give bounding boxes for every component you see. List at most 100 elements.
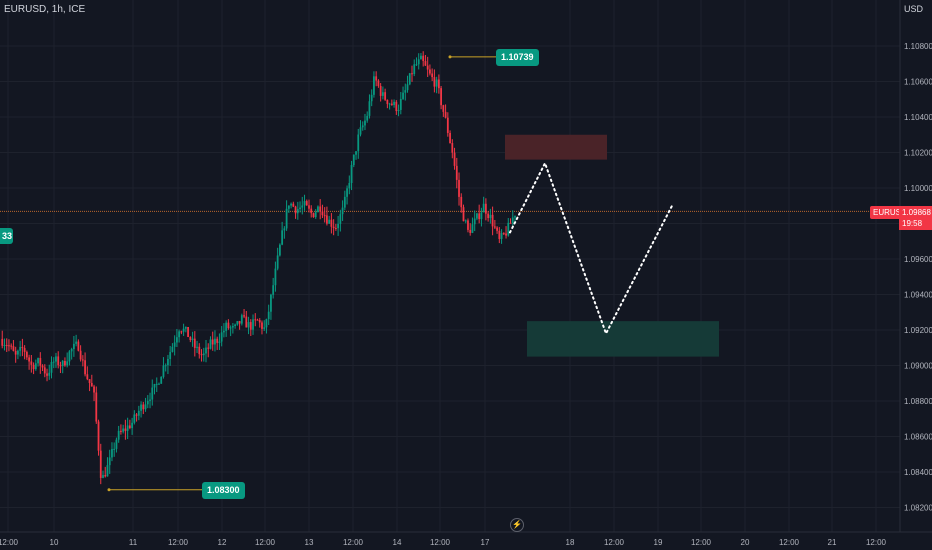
- candle-body: [373, 76, 375, 95]
- demand-zone: [527, 321, 719, 357]
- candle-body: [193, 338, 196, 348]
- candle-body: [377, 80, 380, 86]
- candle-body: [496, 227, 498, 231]
- candle-body: [417, 59, 420, 65]
- trade-zones: [505, 134, 719, 357]
- candle-body: [23, 348, 26, 352]
- candle-body: [8, 345, 10, 347]
- last-price-value: 1.09868: [902, 208, 931, 217]
- candle-body: [128, 425, 131, 429]
- candle-body: [158, 383, 160, 385]
- candle-body: [312, 213, 315, 218]
- price-tick-label: 1.10600: [904, 78, 932, 87]
- candle-body: [449, 132, 451, 144]
- candle-body: [137, 410, 140, 416]
- candle-body: [431, 73, 434, 78]
- candle-body: [509, 222, 512, 224]
- candle-body: [75, 341, 78, 344]
- candle-body: [326, 215, 328, 224]
- candle-body: [39, 358, 42, 366]
- last-price-badge: 1.09868 19:58: [899, 206, 932, 230]
- candle-body: [346, 188, 348, 197]
- candle-body: [245, 316, 248, 328]
- candle-body: [108, 457, 111, 466]
- candle-body: [478, 213, 481, 220]
- candle-body: [368, 101, 371, 116]
- time-tick-label: 18: [566, 538, 575, 547]
- candle-body: [270, 294, 272, 312]
- candle-body: [440, 88, 443, 106]
- swing-high-label: 1.10739: [496, 48, 539, 66]
- candle-body: [305, 201, 308, 206]
- candle-body: [500, 233, 503, 239]
- candle-body: [41, 365, 44, 368]
- candle-body: [160, 376, 163, 384]
- candle-body: [283, 228, 286, 231]
- candle-body: [115, 439, 118, 449]
- candle-body: [93, 386, 95, 393]
- price-tick-label: 1.09200: [904, 326, 932, 335]
- price-tick-label: 1.08400: [904, 468, 932, 477]
- candle-body: [231, 326, 234, 328]
- swing-low-label: 1.08300: [202, 481, 245, 499]
- candle-body: [19, 346, 22, 351]
- time-tick-label: 10: [50, 538, 59, 547]
- candle-body: [3, 345, 6, 347]
- candle-body: [169, 351, 172, 359]
- candle-body: [370, 94, 373, 102]
- price-tick-label: 1.10800: [904, 42, 932, 51]
- candle-body: [131, 422, 134, 429]
- candle-body: [352, 154, 355, 166]
- candle-body: [455, 165, 458, 180]
- candle-body: [184, 326, 187, 329]
- candle-body: [384, 92, 387, 100]
- candle-body: [381, 92, 384, 96]
- candle-body: [187, 326, 189, 338]
- candle-body: [278, 244, 281, 256]
- candle-body: [366, 115, 369, 121]
- candle-body: [229, 327, 232, 329]
- price-tick-label: 1.09600: [904, 255, 932, 264]
- candle-body: [332, 226, 335, 228]
- candle-body: [426, 65, 429, 70]
- candle-body: [211, 339, 214, 345]
- symbol-title[interactable]: EURUSD, 1h, ICE: [4, 4, 86, 15]
- candle-body: [476, 213, 478, 219]
- candle-body: [1, 338, 4, 346]
- candle-body: [198, 346, 201, 355]
- time-tick-label: 12:00: [255, 538, 276, 547]
- time-tick-label: 19: [654, 538, 663, 547]
- candle-body: [451, 143, 454, 153]
- candle-body: [135, 414, 138, 416]
- candle-body: [223, 330, 225, 333]
- candle-body: [404, 90, 407, 93]
- time-tick-label: 12:00: [866, 538, 887, 547]
- candle-body: [14, 350, 17, 355]
- price-tick-label: 1.10400: [904, 113, 932, 122]
- candle-body: [37, 358, 39, 364]
- candle-body: [317, 206, 319, 213]
- candle-body: [388, 103, 391, 105]
- candle-body: [12, 346, 15, 351]
- candle-body: [238, 321, 241, 324]
- price-tick-label: 1.10200: [904, 149, 932, 158]
- chart-grid: [0, 0, 900, 532]
- candle-body: [10, 345, 13, 347]
- lightning-icon[interactable]: ⚡: [510, 518, 524, 532]
- candle-body: [343, 196, 346, 208]
- candle-body: [46, 373, 48, 376]
- candle-body: [411, 73, 413, 75]
- candle-body: [191, 338, 194, 341]
- candle-body: [155, 383, 158, 385]
- time-tick-label: 21: [828, 538, 837, 547]
- candle-body: [102, 475, 104, 478]
- price-tick-label: 1.08800: [904, 397, 932, 406]
- candle-body: [126, 425, 129, 431]
- time-tick-label: 12:00: [430, 538, 451, 547]
- time-tick-label: 17: [481, 538, 490, 547]
- swing-low-dot: [107, 488, 111, 492]
- axis-currency: USD: [904, 4, 924, 14]
- candle-body: [314, 212, 317, 218]
- candle-body: [216, 338, 219, 343]
